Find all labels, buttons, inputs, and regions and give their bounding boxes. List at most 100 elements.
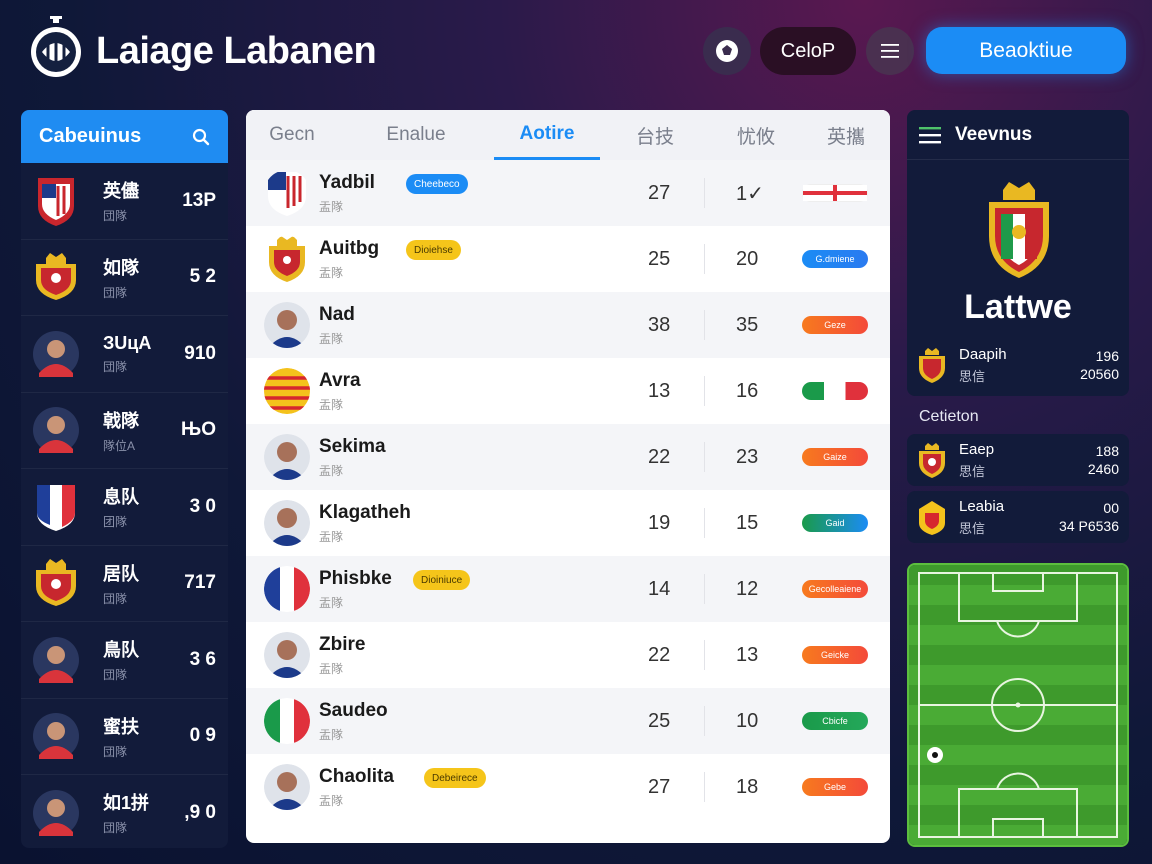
form-bar: Gecolleaiene: [802, 580, 868, 598]
sidebar-item[interactable]: 如隊 団隊 5 2: [21, 240, 228, 316]
table-row[interactable]: Avra 盂隊 13 16: [246, 358, 890, 424]
sidebar-item-value: 13P: [182, 189, 216, 211]
menu-button[interactable]: [866, 27, 914, 75]
sidebar-item-name: 鳥队: [103, 640, 139, 661]
team-avatar: [264, 236, 310, 282]
divider: [704, 706, 705, 736]
sidebar-item-value: 0 9: [189, 725, 216, 747]
table-row[interactable]: Sekima 盂隊 22 23 Gaize: [246, 424, 890, 490]
ball-button[interactable]: [703, 27, 751, 75]
sidebar-item-name: ЗUцA: [103, 332, 152, 353]
header: Laiage Labanen CeloP Beaoktiue: [0, 0, 1152, 100]
team-avatar: [264, 368, 310, 414]
sidebar-item-value: 910: [184, 342, 216, 364]
form-bar: Geze: [802, 316, 868, 334]
featured-stat[interactable]: Daapih 思信 196 20560: [917, 342, 1119, 388]
stat-value: 16: [736, 379, 759, 402]
search-icon[interactable]: [192, 128, 210, 146]
competition-card-1[interactable]: Eaep 思信 188 2460: [907, 434, 1129, 486]
sidebar-item[interactable]: 居队 団隊 717: [21, 546, 228, 622]
sidebar-item[interactable]: 如1拼 団隊 ,9 0: [21, 775, 228, 848]
avatar: [33, 405, 79, 455]
featured-stat-value-1: 196: [1095, 348, 1119, 364]
sidebar-item-value: 717: [184, 572, 216, 594]
tab[interactable]: Enalue: [386, 124, 446, 145]
featured-stat-name: Daapih: [959, 345, 1007, 363]
team-name: Phisbke: [319, 568, 392, 589]
avatar: [33, 329, 79, 379]
sidebar-item-sub: 団隊: [103, 591, 128, 606]
team-sub: 盂隊: [319, 200, 344, 214]
app-logo: [28, 12, 84, 80]
divider: [704, 244, 705, 274]
card-name: Leabia: [959, 497, 1005, 515]
sidebar-item-value: ,9 0: [184, 801, 216, 823]
sidebar-item[interactable]: 鳥队 団隊 3 6: [21, 622, 228, 699]
sidebar-item[interactable]: ЗUцA 団隊 910: [21, 316, 228, 393]
sidebar-item-sub: 団隊: [103, 821, 128, 836]
form-bar: G.dmiene: [802, 250, 868, 268]
stat-value: 25: [648, 247, 671, 270]
team-name: Chaolita: [319, 766, 394, 787]
sidebar-item[interactable]: 英儘 団隊 13P: [21, 163, 228, 240]
team-sub: 盂隊: [319, 794, 344, 808]
sidebar-item-name: 息队: [103, 487, 139, 508]
section-label: Cetieton: [919, 408, 979, 425]
divider: [704, 178, 705, 208]
sidebar-item-value: ЊO: [181, 419, 216, 441]
status-badge: Dioiehse: [406, 240, 461, 260]
card-value-2: 2460: [1087, 461, 1119, 477]
sidebar: Cabeuinus 英儘 団隊 13P 如隊 団隊 5 2 ЗUцA 団隊 91…: [21, 110, 228, 848]
stat-value: 15: [736, 511, 759, 534]
form-bar: Geicke: [802, 646, 868, 664]
avatar: [33, 711, 79, 761]
table-row[interactable]: Phisbke 盂隊 Dioiniuce 14 12 Gecolleaiene: [246, 556, 890, 622]
avatar: [33, 788, 79, 838]
sidebar-item-name: 如隊: [103, 257, 139, 278]
tab[interactable]: Aotire: [494, 110, 600, 160]
list-icon[interactable]: [919, 126, 941, 144]
tab[interactable]: 台技: [635, 126, 674, 148]
club-crest-icon: [983, 176, 1055, 286]
table-row[interactable]: Chaolita 盂隊 Debeirece 27 18 Gebe: [246, 754, 890, 820]
status-badge: Dioiniuce: [413, 570, 471, 590]
featured-stat-sub: 思信: [959, 368, 986, 384]
team-avatar: [264, 764, 310, 810]
tab[interactable]: Gecn: [269, 124, 315, 145]
status-badge: Cheebeco: [406, 174, 468, 194]
pitch-map[interactable]: [907, 563, 1129, 847]
table-row[interactable]: Auitbg 盂隊 Dioiehse 25 20 G.dmiene: [246, 226, 890, 292]
table-row[interactable]: Yadbil 盂隊 Cheebeco 27 1✓: [246, 160, 890, 226]
competition-card-2[interactable]: Leabia 思信 00 34 P6536: [907, 491, 1129, 543]
table-row[interactable]: Zbire 盂隊 22 13 Geicke: [246, 622, 890, 688]
stat-value: 19: [648, 511, 671, 534]
celop-button[interactable]: CeloP: [760, 27, 856, 75]
team-name: Sekima: [319, 436, 386, 457]
sidebar-item-value: 3 6: [189, 648, 216, 670]
form-bar: Gebe: [802, 778, 868, 796]
tab[interactable]: 忧攸: [736, 126, 775, 148]
form-bar: Gaid: [802, 514, 868, 532]
status-badge: Debeirece: [424, 768, 486, 788]
sidebar-item-name: 戟隊: [103, 410, 139, 431]
team-avatar: [264, 302, 310, 348]
divider: [704, 508, 705, 538]
sidebar-item[interactable]: 息队 团隊 3 0: [21, 469, 228, 546]
stat-value: 23: [736, 445, 759, 468]
table-row[interactable]: Klagatheh 盂隊 19 15 Gaid: [246, 490, 890, 556]
team-sub: 盂隊: [319, 530, 344, 544]
team-sub: 盂隊: [319, 728, 344, 742]
sidebar-item[interactable]: 戟隊 隊位A ЊO: [21, 393, 228, 469]
tab[interactable]: 英攜: [826, 126, 865, 148]
stat-value: 1✓: [736, 182, 764, 205]
table-row[interactable]: Saudeo 盂隊 25 10 Cbicfe: [246, 688, 890, 754]
table-row[interactable]: Nad 盂隊 38 35 Geze: [246, 292, 890, 358]
sidebar-item-sub: 団隊: [103, 744, 128, 759]
crest-icon: [919, 348, 945, 383]
sidebar-item[interactable]: 蜜扶 団隊 0 9: [21, 699, 228, 775]
sidebar-item-name: 如1拼: [103, 793, 150, 814]
primary-action-button[interactable]: Beaoktiue: [926, 27, 1126, 74]
featured-title: Veevnus: [955, 123, 1033, 145]
team-name: Avra: [319, 370, 361, 391]
team-avatar: [264, 632, 310, 678]
